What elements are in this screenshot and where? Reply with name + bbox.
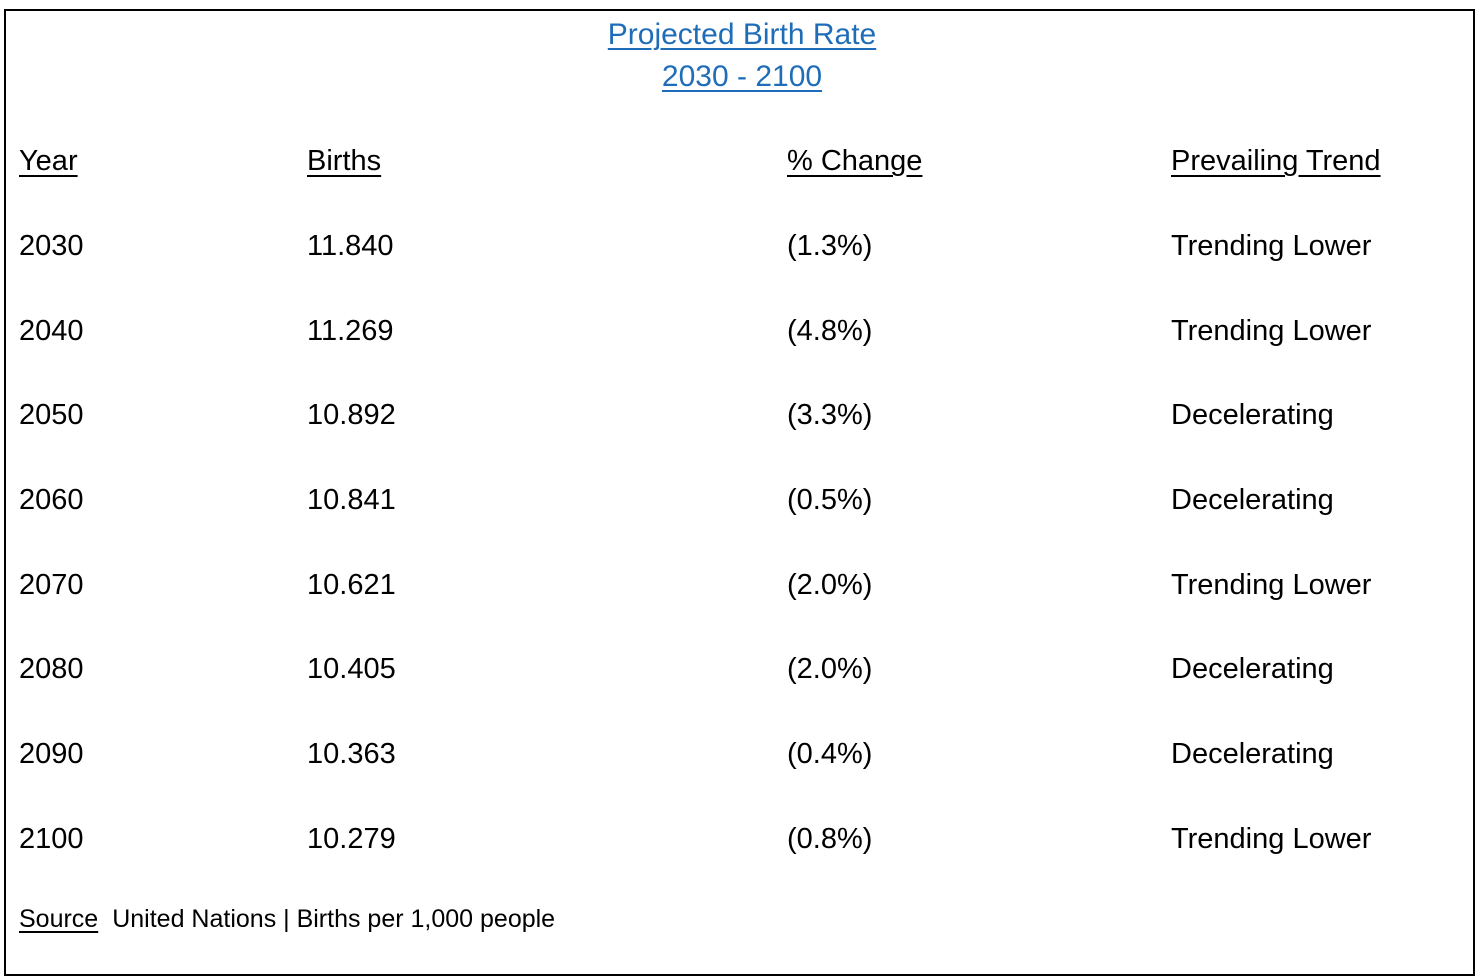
cell-trend: Trending Lower xyxy=(1171,315,1372,347)
cell-change: (0.5%) xyxy=(787,484,873,516)
cell-births: 10.621 xyxy=(307,569,396,601)
cell-births: 10.405 xyxy=(307,653,396,685)
cell-trend: Trending Lower xyxy=(1171,823,1372,855)
source-text: United Nations | Births per 1,000 people xyxy=(112,905,556,933)
cell-trend: Decelerating xyxy=(1171,484,1334,516)
header-year: Year xyxy=(19,145,78,177)
cell-change: (1.3%) xyxy=(787,230,873,262)
cell-year: 2030 xyxy=(19,230,84,262)
cell-year: 2040 xyxy=(19,315,84,347)
cell-births: 10.841 xyxy=(307,484,396,516)
cell-births: 10.363 xyxy=(307,738,396,770)
cell-change: (2.0%) xyxy=(787,569,873,601)
cell-trend: Trending Lower xyxy=(1171,230,1372,262)
cell-trend: Trending Lower xyxy=(1171,569,1372,601)
cell-change: (4.8%) xyxy=(787,315,873,347)
cell-trend: Decelerating xyxy=(1171,738,1334,770)
cell-year: 2060 xyxy=(19,484,84,516)
cell-year: 2100 xyxy=(19,823,84,855)
cell-births: 10.892 xyxy=(307,399,396,431)
cell-births: 11.269 xyxy=(307,315,394,347)
cell-trend: Decelerating xyxy=(1171,653,1334,685)
page-title: Projected Birth Rate xyxy=(607,18,877,51)
source-note: Source United Nations | Births per 1,000 … xyxy=(19,902,555,936)
cell-change: (3.3%) xyxy=(787,399,873,431)
cell-change: (2.0%) xyxy=(787,653,873,685)
cell-change: (0.4%) xyxy=(787,738,873,770)
page-subtitle: 2030 - 2100 xyxy=(661,60,823,93)
cell-change: (0.8%) xyxy=(787,823,873,855)
title-block: Projected Birth Rate 2030 - 2100 xyxy=(0,14,1484,98)
cell-year: 2080 xyxy=(19,653,84,685)
header-births: Births xyxy=(307,145,382,177)
cell-births: 10.279 xyxy=(307,823,396,855)
cell-year: 2070 xyxy=(19,569,84,601)
cell-year: 2050 xyxy=(19,399,84,431)
document-border xyxy=(4,9,1475,976)
cell-year: 2090 xyxy=(19,738,84,770)
header-trend: Prevailing Trend xyxy=(1171,145,1381,177)
cell-trend: Decelerating xyxy=(1171,399,1334,431)
source-label: Source xyxy=(19,905,99,933)
cell-births: 11.840 xyxy=(307,230,394,262)
header-change: % Change xyxy=(787,145,923,177)
